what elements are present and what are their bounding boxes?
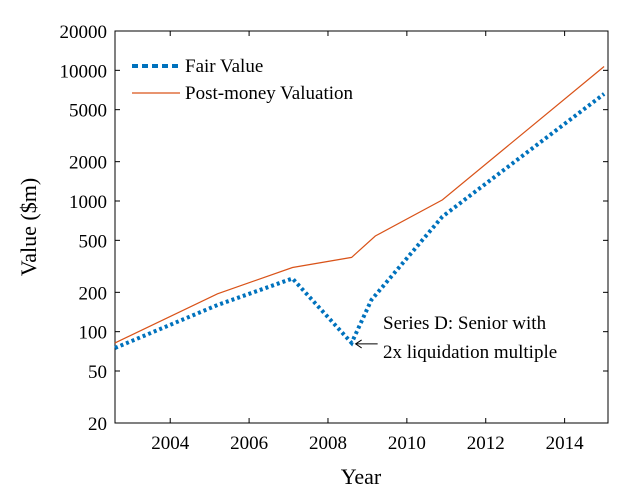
x-tick-label: 2008 — [309, 433, 347, 454]
y-tick-label: 20000 — [60, 22, 108, 43]
y-tick-label: 50 — [88, 362, 107, 383]
y-tick-label: 2000 — [69, 153, 107, 174]
annotation-line-2: 2x liquidation multiple — [383, 342, 557, 363]
series-line-post-money-valuation — [114, 66, 605, 344]
x-axis: 2004 2006 2008 2010 2012 2014 — [151, 31, 584, 454]
annotation-line-1: Series D: Senior with — [383, 313, 547, 334]
x-tick-label: 2004 — [151, 433, 190, 454]
annotation: Series D: Senior with 2x liquidation mul… — [354, 313, 557, 363]
legend: Fair Value Post-money Valuation — [132, 56, 354, 104]
x-tick-label: 2006 — [230, 433, 268, 454]
y-axis-label: Value ($m) — [16, 178, 41, 276]
y-axis: 20 50 100 200 500 1000 2000 5000 10000 20000 — [60, 22, 608, 435]
y-tick-label: 20 — [88, 414, 107, 435]
legend-label-fair-value: Fair Value — [185, 56, 263, 77]
y-tick-label: 500 — [79, 231, 108, 252]
x-tick-label: 2010 — [388, 433, 426, 454]
y-tick-label: 200 — [79, 283, 108, 304]
plot-area — [114, 30, 609, 424]
x-tick-label: 2014 — [546, 433, 585, 454]
annotation-arrow-head — [354, 339, 362, 349]
y-tick-label: 5000 — [69, 101, 107, 122]
y-tick-label: 100 — [79, 323, 108, 344]
legend-label-post-money-valuation: Post-money Valuation — [185, 83, 354, 104]
series-line-fair-value — [114, 92, 606, 350]
x-tick-label: 2012 — [467, 433, 505, 454]
y-tick-label: 1000 — [69, 192, 107, 213]
series-layer — [114, 66, 606, 350]
x-axis-label: Year — [341, 464, 382, 489]
y-tick-label: 10000 — [60, 61, 108, 82]
